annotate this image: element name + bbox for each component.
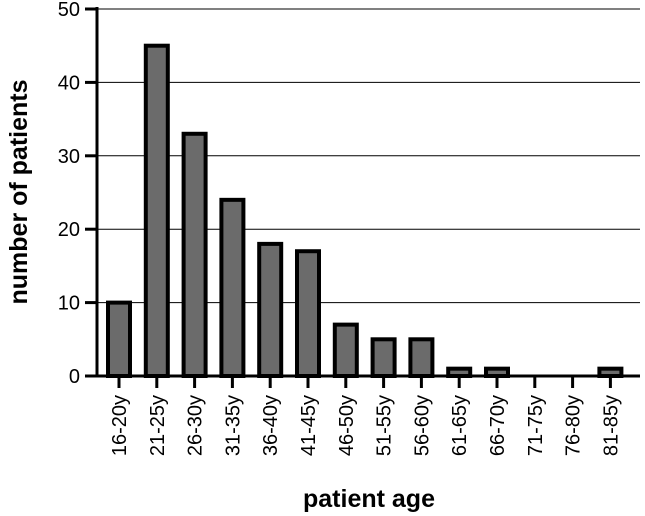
bar-16-20y xyxy=(106,300,132,379)
bar-21-25y xyxy=(143,43,170,378)
x-tick-label-16-20y: 16-20y xyxy=(109,395,131,456)
x-tick-label-56-60y: 56-60y xyxy=(411,395,433,456)
bar-26-30y xyxy=(181,131,208,378)
x-tick-label-21-25y: 21-25y xyxy=(147,395,169,456)
x-tick-label-66-70y: 66-70y xyxy=(487,395,509,456)
y-tick-label-0: 0 xyxy=(69,366,80,388)
y-tick-label-40: 40 xyxy=(58,72,80,94)
y-tick-label-50: 50 xyxy=(58,0,80,21)
x-tick-label-61-65y: 61-65y xyxy=(449,395,471,456)
x-axis-title: patient age xyxy=(303,485,435,513)
x-ticks: 16-20y 21-25y 26-30y 31-35y 36-40y 41-45y 46-5… xyxy=(109,376,622,456)
x-tick-label-76-80y: 76-80y xyxy=(563,395,585,456)
bar-31-35y xyxy=(219,197,246,378)
x-tick-label-46-50y: 46-50y xyxy=(336,395,358,456)
x-tick-label-36-40y: 36-40y xyxy=(260,395,282,456)
x-tick-label-41-45y: 41-45y xyxy=(298,395,320,456)
x-tick-label-71-75y: 71-75y xyxy=(525,395,547,456)
bar-41-45y xyxy=(295,249,321,378)
bar-51-55y xyxy=(370,337,397,378)
bar-46-50y xyxy=(332,322,359,378)
y-tick-label-30: 30 xyxy=(58,146,80,168)
y-axis-title: number of patients xyxy=(5,79,33,304)
x-tick-label-26-30y: 26-30y xyxy=(185,395,207,456)
bar-56-60y xyxy=(408,337,435,378)
x-tick-label-51-55y: 51-55y xyxy=(374,395,396,456)
gridlines xyxy=(97,8,640,304)
y-tick-label-10: 10 xyxy=(58,293,80,315)
y-tick-label-20: 20 xyxy=(58,219,80,241)
axes xyxy=(95,7,640,378)
bar-36-40y xyxy=(257,241,284,378)
y-ticks: 0 10 20 30 40 50 xyxy=(58,0,97,388)
x-tick-label-81-85y: 81-85y xyxy=(600,395,622,456)
x-tick-label-31-35y: 31-35y xyxy=(222,395,244,456)
bars xyxy=(106,43,624,379)
